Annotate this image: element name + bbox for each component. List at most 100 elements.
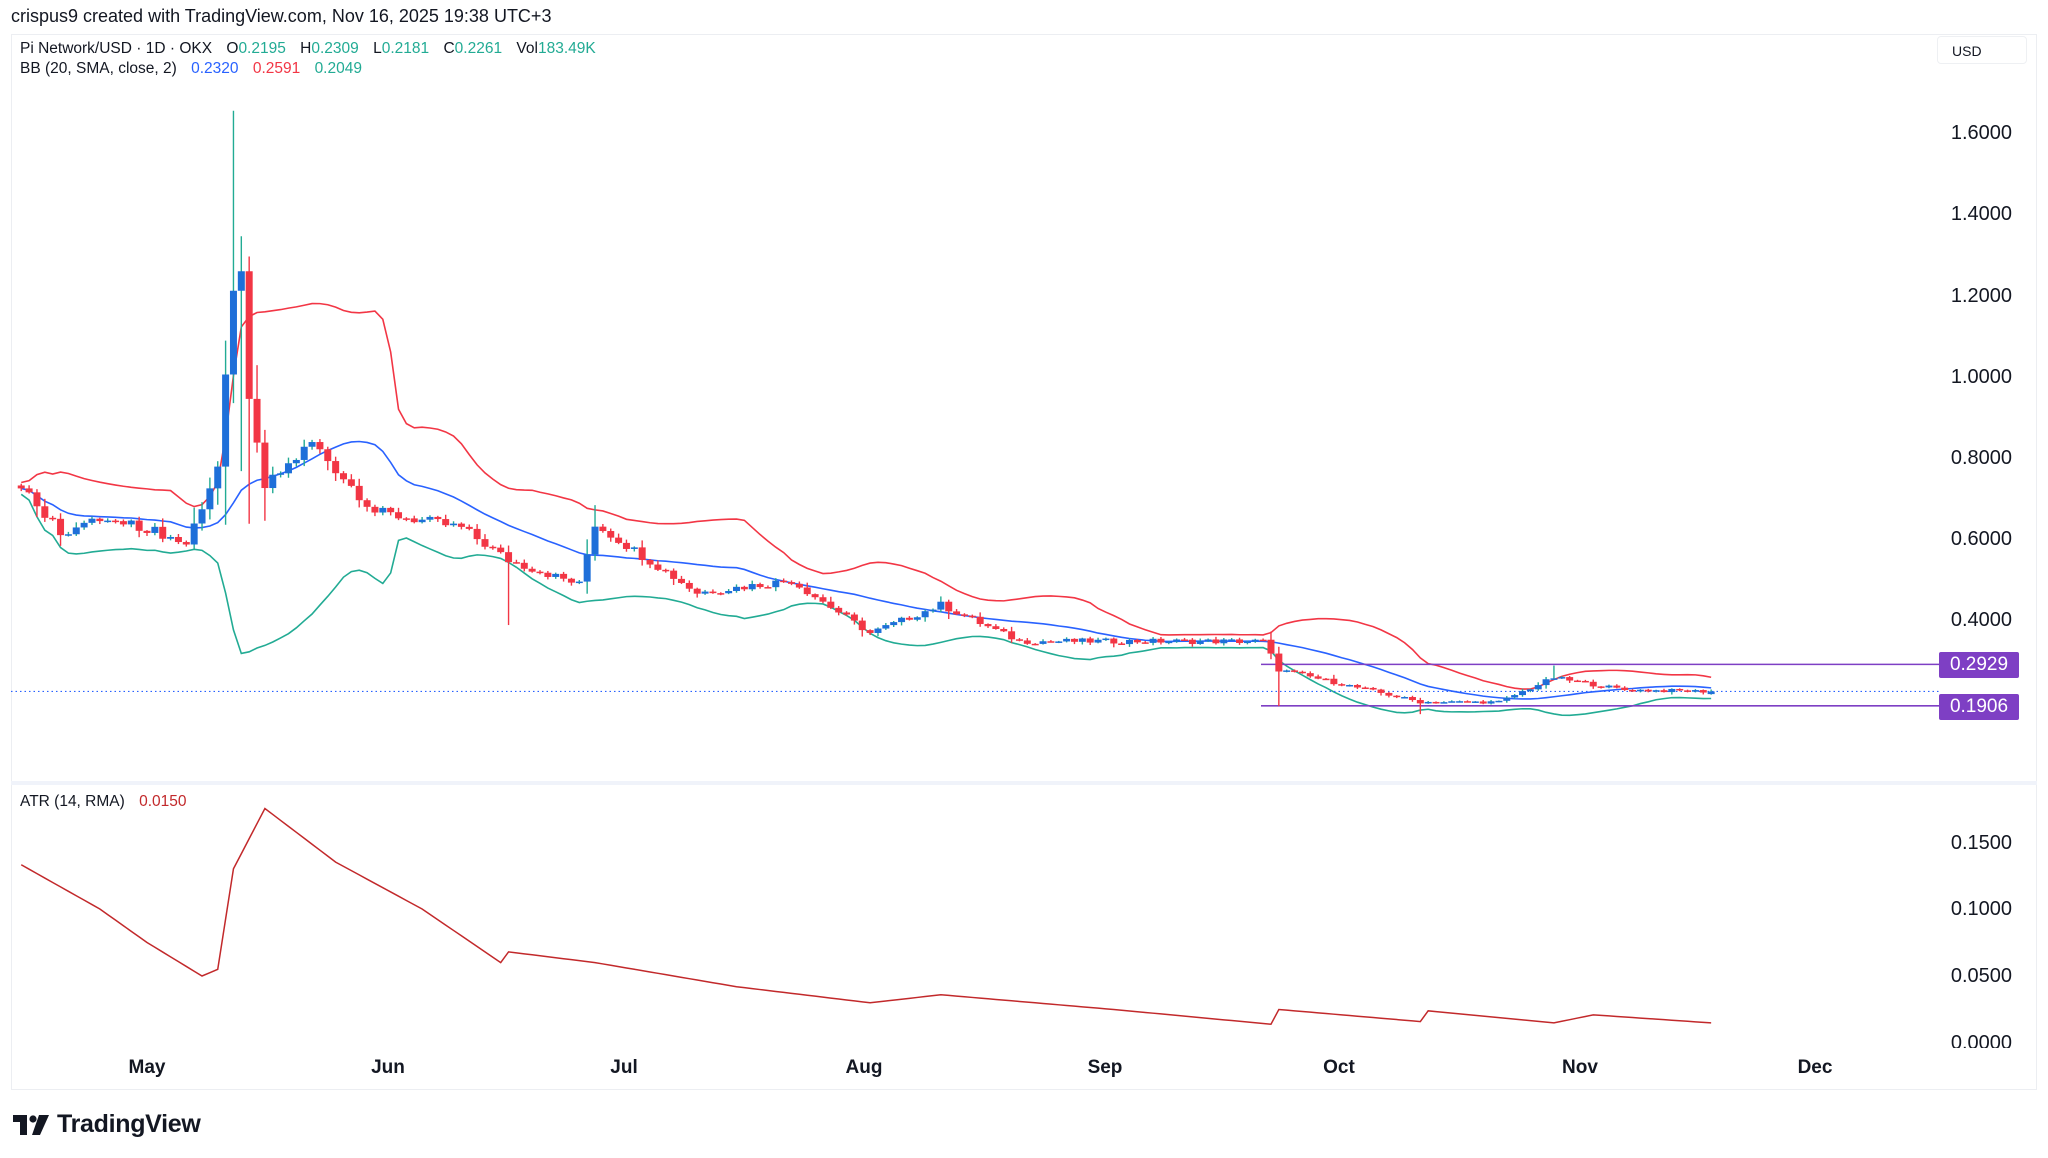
candle-body <box>1204 639 1212 641</box>
candle-body <box>960 614 968 616</box>
candle-body <box>654 564 662 570</box>
atr-polyline <box>20 807 1712 1026</box>
candle-body <box>905 617 913 620</box>
candle-body <box>591 526 599 555</box>
candle-body <box>151 526 159 533</box>
candlesticks <box>17 110 1715 715</box>
candle-body <box>575 581 583 584</box>
time-axis-label: May <box>128 1057 166 1078</box>
atr-axis-tick: 0.0000 <box>1950 1032 2012 1048</box>
candle-body <box>638 547 646 560</box>
candle-body <box>457 523 465 527</box>
candle-body <box>670 570 678 579</box>
candle-body <box>1118 643 1126 645</box>
candle-body <box>465 526 473 529</box>
chart-frame <box>11 34 2037 1090</box>
pane-separator[interactable] <box>11 781 2037 785</box>
candle-body <box>1401 697 1409 699</box>
candle-body <box>1479 701 1487 704</box>
candle-body <box>96 518 104 522</box>
candle-body <box>1330 678 1338 685</box>
candle-body <box>1416 700 1424 704</box>
candle-body <box>1424 701 1432 704</box>
candle-body <box>1039 641 1047 644</box>
candle-body <box>363 500 371 507</box>
candle-body <box>1503 697 1511 701</box>
candle-body <box>843 612 851 615</box>
candle-body <box>505 552 513 563</box>
candle-body <box>520 562 528 569</box>
candle-body <box>1157 638 1165 643</box>
candle-body <box>748 584 756 590</box>
candle-body <box>332 461 340 474</box>
candle-body <box>615 537 623 543</box>
atr-legend[interactable]: ATR (14, RMA) 0.0150 <box>20 793 187 811</box>
candle-body <box>347 479 355 486</box>
time-axis-label: Aug <box>845 1057 883 1078</box>
symbol-title[interactable]: Pi Network/USD · 1D · OKX <box>20 40 213 57</box>
candle-body <box>426 516 434 520</box>
lower-level-price-tag: 0.1906 <box>1939 694 2019 720</box>
candle-body <box>1456 701 1464 703</box>
candle-body <box>1188 639 1196 644</box>
candle-body <box>1448 701 1456 703</box>
candle-body <box>308 442 316 447</box>
candle-body <box>1031 643 1039 646</box>
candle-body <box>159 526 167 539</box>
candle-body <box>1597 686 1605 688</box>
candle-body <box>1141 642 1149 644</box>
bb-legend[interactable]: BB (20, SMA, close, 2) 0.2320 0.2591 0.2… <box>20 60 362 78</box>
candle-body <box>662 569 670 572</box>
candle-body <box>835 607 843 613</box>
candle-body <box>693 588 701 594</box>
candle-body <box>1605 685 1613 688</box>
price-axis-tick: 0.8000 <box>1950 447 2012 469</box>
candle-body <box>1369 687 1377 690</box>
candle-body <box>284 463 292 474</box>
price-axis-tick: 0.6000 <box>1950 528 2012 550</box>
horizontal-levels[interactable] <box>11 663 1939 707</box>
candle-body <box>968 615 976 618</box>
symbol-legend: Pi Network/USD · 1D · OKX O0.2195 H0.230… <box>20 40 596 58</box>
candle-body <box>1699 690 1707 693</box>
candle-body <box>764 587 772 589</box>
candle-body <box>795 583 803 588</box>
candle-body <box>418 519 426 523</box>
logo-text: TradingView <box>57 1110 201 1138</box>
volume-unit: K <box>585 40 596 57</box>
candle-body <box>222 374 230 467</box>
currency-button[interactable]: USD <box>1937 36 2027 64</box>
candle-body <box>269 474 277 489</box>
open-label: O <box>226 40 239 57</box>
volume-value: 183.49 <box>537 40 586 57</box>
candle-body <box>434 516 442 520</box>
candle-body <box>512 562 520 564</box>
atr-value: 0.0150 <box>139 793 187 810</box>
candle-body <box>104 520 112 523</box>
candle-body <box>442 519 450 526</box>
candle-body <box>143 530 151 533</box>
candle-body <box>1251 639 1259 642</box>
candle-body <box>1526 689 1534 692</box>
candle-body <box>1353 684 1361 688</box>
time-axis-label: Sep <box>1087 1057 1123 1078</box>
candle-body <box>395 512 403 519</box>
candle-body <box>953 611 961 615</box>
candle-body <box>874 628 882 633</box>
candle-body <box>1228 639 1236 641</box>
candle-body <box>913 617 921 620</box>
candle-body <box>717 593 725 595</box>
candle-body <box>1181 639 1189 641</box>
candle-body <box>450 523 458 526</box>
close-value: 0.2261 <box>454 40 503 57</box>
candle-body <box>756 584 764 588</box>
candle-body <box>1110 638 1118 644</box>
candle-body <box>1660 690 1668 693</box>
candle-body <box>1259 639 1267 642</box>
candle-body <box>1574 680 1582 683</box>
open-value: 0.2195 <box>238 40 286 57</box>
price-axis-tick: 1.6000 <box>1950 122 2012 144</box>
candle-body <box>803 587 811 595</box>
candle-body <box>1707 691 1715 695</box>
